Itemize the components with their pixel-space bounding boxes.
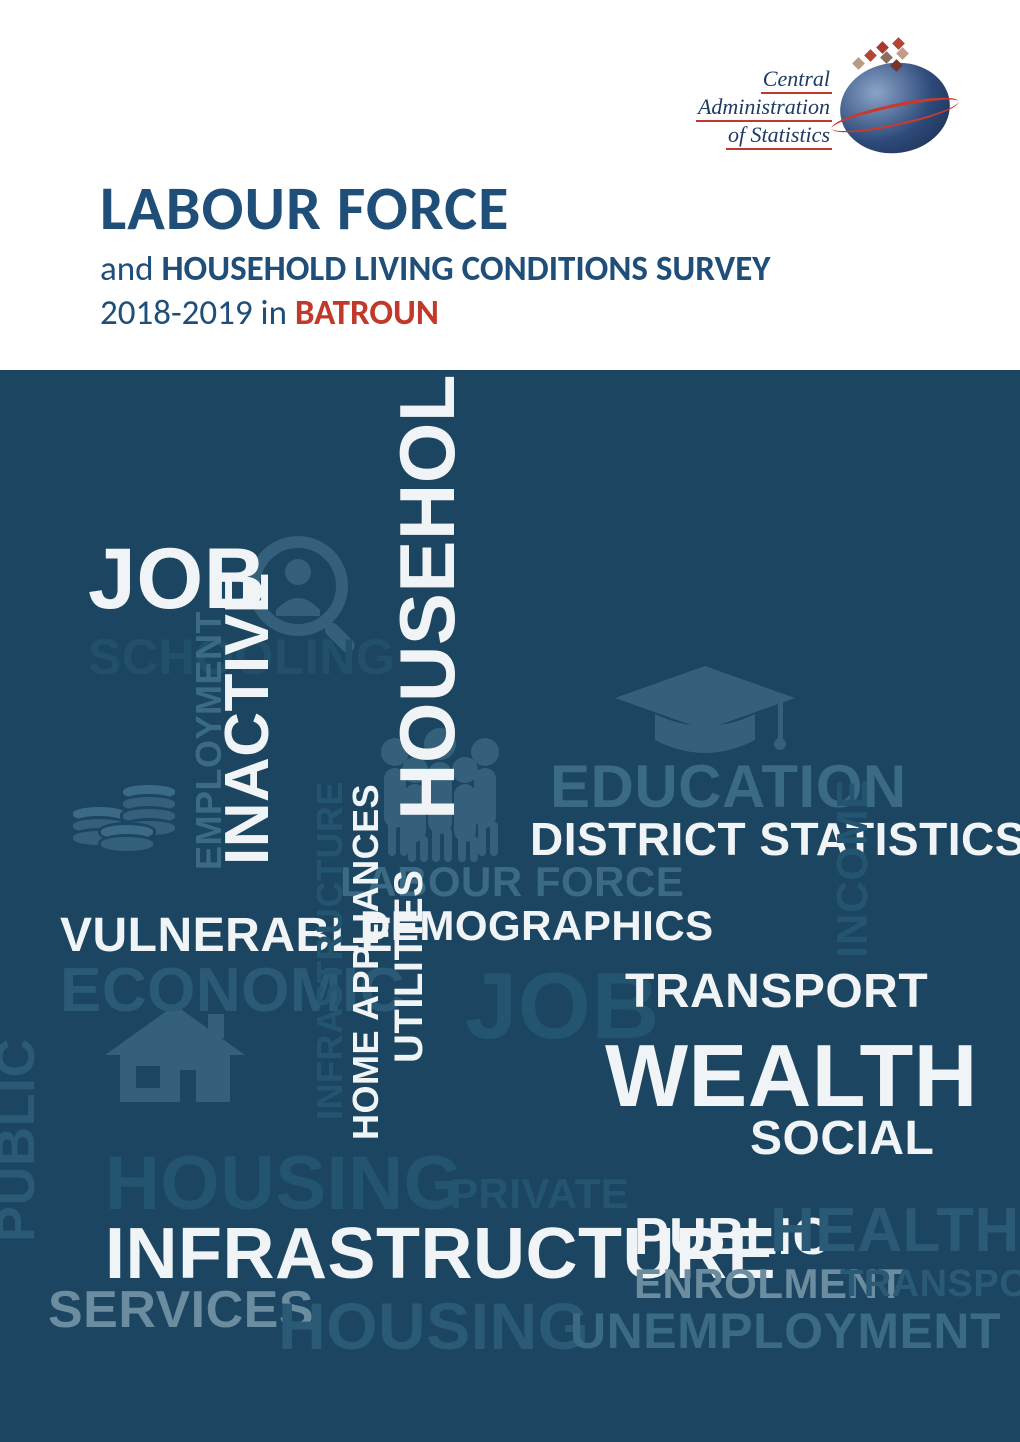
- coins-icon: [70, 760, 200, 880]
- subtitle-line-2: 2018-2019 in BATROUN: [100, 292, 950, 334]
- wordcloud-word-home_appliances: HOME APPLIANCES: [345, 784, 387, 1140]
- logo-line-2: Administration: [696, 94, 832, 122]
- subtitle-location: BATROUN: [295, 292, 439, 334]
- title-main: LABOUR FORCE: [100, 170, 950, 246]
- wordcloud-word-public_v: PUBLIC: [0, 1038, 47, 1242]
- wordcloud-word-utilities: UTILITIES: [387, 870, 432, 1063]
- wordcloud-word-social: SOCIAL: [750, 1111, 934, 1166]
- subtitle-and: and: [100, 248, 154, 290]
- report-cover-page: Central Administration of Statistics: [0, 0, 1020, 1442]
- wordcloud-word-services: SERVICES: [48, 1280, 314, 1340]
- cas-logo: Central Administration of Statistics: [680, 38, 950, 178]
- wordcloud-word-inactive: INACTIVE: [212, 572, 283, 865]
- logo-text: Central Administration of Statistics: [696, 66, 832, 151]
- wordcloud-word-income: INCOME: [828, 779, 878, 958]
- wordcloud-word-health: HEALTH: [770, 1195, 1020, 1266]
- subtitle-bold: HOUSEHOLD LIVING CONDITIONS SURVEY: [161, 248, 770, 290]
- wordcloud: JOBSCHOOLINGEMPLOYMENTINACTIVEHOUSEHOLDE…: [50, 460, 975, 1412]
- wordcloud-word-private: PRIVATE: [450, 1170, 629, 1218]
- wordcloud-word-unemployment: UNEMPLOYMENT: [570, 1302, 1001, 1360]
- title-block: LABOUR FORCE and HOUSEHOLD LIVING CONDIT…: [100, 170, 950, 334]
- wordcloud-word-transport2: TRANSPORT: [840, 1263, 1020, 1306]
- wordcloud-word-transport1: TRANSPORT: [625, 964, 928, 1019]
- wordcloud-word-household: HOUSEHOLD: [382, 370, 473, 820]
- wordcloud-panel: JOBSCHOOLINGEMPLOYMENTINACTIVEHOUSEHOLDE…: [0, 370, 1020, 1442]
- wordcloud-word-housing2: HOUSING: [278, 1288, 590, 1364]
- logo-globe-icon: [840, 53, 950, 163]
- header-area: Central Administration of Statistics: [0, 0, 1020, 370]
- logo-line-1: Central: [761, 66, 832, 94]
- subtitle-line-1: and HOUSEHOLD LIVING CONDITIONS SURVEY: [100, 248, 950, 290]
- logo-line-3: of Statistics: [726, 122, 832, 150]
- subtitle-years-in: 2018-2019 in: [100, 292, 287, 334]
